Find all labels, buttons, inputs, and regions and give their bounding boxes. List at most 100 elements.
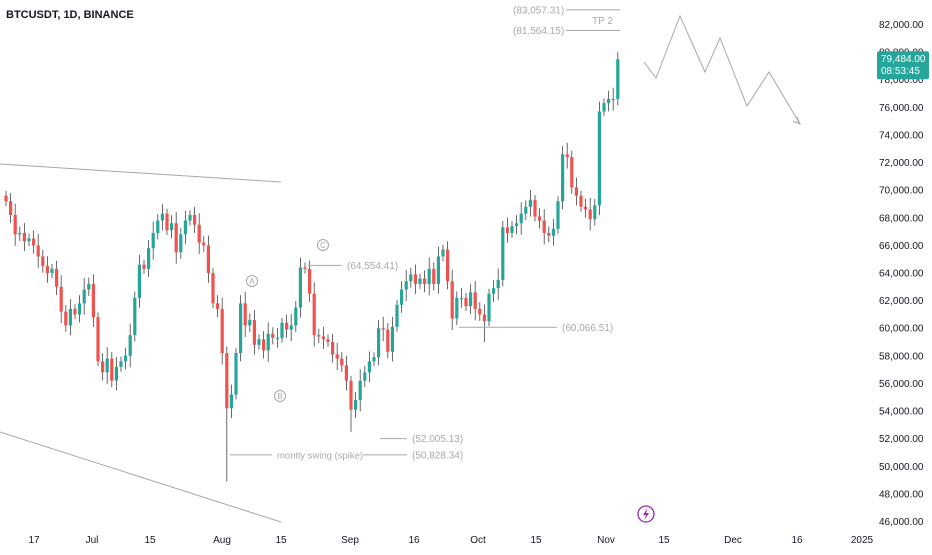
candle — [289, 314, 293, 342]
candle — [234, 348, 238, 400]
candle — [349, 375, 353, 432]
candle — [340, 352, 344, 372]
candle — [561, 146, 565, 210]
price-level-label: (50,828.34) — [412, 450, 463, 461]
candle — [285, 314, 289, 338]
symbol-title: BTCUSDT, 1D, BINANCE — [6, 9, 134, 21]
lower-trendline[interactable] — [0, 431, 282, 523]
candle — [446, 241, 450, 290]
price-level-annotation[interactable]: (64,554.41) — [308, 261, 398, 272]
candle — [574, 177, 578, 206]
candle — [597, 101, 601, 216]
candle — [188, 210, 192, 226]
annotations: (83,057.31) (81,564.15) (64,554.41) (60,066… — [230, 5, 655, 523]
candle — [133, 291, 137, 342]
candle — [515, 215, 519, 235]
candle — [413, 264, 417, 294]
candle — [41, 249, 45, 273]
candle — [298, 257, 302, 318]
candles — [4, 52, 620, 482]
wave-label-b[interactable]: B — [274, 390, 286, 402]
candle — [128, 323, 132, 368]
y-tick-label: 56,000.00 — [879, 379, 924, 390]
y-tick-label: 60,000.00 — [879, 324, 924, 335]
candle — [216, 295, 220, 318]
candle — [78, 295, 82, 323]
candle — [137, 254, 141, 308]
candle — [165, 208, 169, 236]
lightning-icon[interactable] — [637, 505, 655, 523]
candle — [395, 299, 399, 332]
upper-trendline[interactable] — [0, 163, 282, 183]
x-tick-label: 16 — [408, 535, 420, 546]
candle — [607, 90, 611, 112]
candle — [464, 293, 468, 311]
candle — [510, 221, 514, 238]
candle — [533, 194, 537, 222]
y-tick-label: 74,000.00 — [879, 130, 924, 141]
x-tick-label: 15 — [530, 535, 542, 546]
candle — [386, 323, 390, 359]
price-level-annotation[interactable]: (50,828.34) — [363, 450, 463, 461]
candle — [202, 236, 206, 252]
swing-label: montly swing (spike) — [277, 450, 363, 461]
candle — [105, 347, 109, 384]
price-level-annotation[interactable]: (60,066.51) — [459, 323, 613, 334]
candle — [492, 280, 496, 302]
candle — [156, 214, 160, 240]
wave-label-c[interactable]: C — [317, 239, 329, 251]
y-tick-label: 54,000.00 — [879, 407, 924, 418]
candle — [501, 220, 505, 287]
candle — [427, 257, 431, 296]
candle — [308, 260, 312, 302]
candle — [418, 273, 422, 289]
candle — [220, 297, 224, 365]
candle — [409, 267, 413, 288]
candle — [400, 281, 404, 313]
candle — [151, 221, 155, 260]
candle — [266, 322, 270, 362]
candle — [593, 198, 597, 226]
price-level-label: (81,564.15) — [513, 26, 564, 37]
drawing-layer — [0, 14, 801, 523]
price-level-annotation[interactable]: (81,564.15) — [513, 26, 620, 37]
candle — [68, 299, 72, 336]
candle — [59, 275, 63, 324]
candle — [179, 227, 183, 259]
x-tick-label: 16 — [791, 535, 803, 546]
y-tick-label: 46,000.00 — [879, 517, 924, 528]
wave-label-a[interactable]: A — [246, 275, 258, 287]
y-tick-label: 76,000.00 — [879, 103, 924, 114]
price-level-label: (60,066.51) — [562, 323, 613, 334]
price-level-annotation[interactable]: (83,057.31) — [513, 5, 620, 16]
y-tick-label: 52,000.00 — [879, 434, 924, 445]
tp2-label: TP 2 — [592, 16, 613, 27]
candle — [473, 280, 477, 321]
candle — [588, 198, 592, 231]
x-tick-label: Aug — [213, 535, 231, 546]
candle — [73, 304, 77, 320]
candle — [119, 356, 123, 372]
y-tick-label: 62,000.00 — [879, 296, 924, 307]
x-tick-label: 15 — [658, 535, 670, 546]
projection-arrowhead — [792, 116, 801, 125]
candle — [487, 288, 491, 327]
candle — [459, 288, 463, 308]
candle — [110, 352, 114, 388]
candle — [326, 334, 330, 347]
candle — [551, 219, 555, 246]
candle — [18, 226, 22, 241]
price-axis: 82,000.0080,000.0078,000.0076,000.0074,0… — [877, 20, 929, 528]
candle — [243, 291, 247, 337]
candle — [142, 259, 146, 274]
candle — [455, 291, 459, 326]
candle — [124, 347, 128, 370]
candle — [441, 244, 445, 262]
projection-path[interactable] — [643, 14, 801, 125]
candle — [482, 304, 486, 343]
x-tick-label: Sep — [341, 535, 359, 546]
x-tick-label: 2025 — [851, 535, 874, 546]
price-level-annotation[interactable]: (52,005.13) — [380, 434, 463, 445]
candle — [170, 215, 174, 239]
